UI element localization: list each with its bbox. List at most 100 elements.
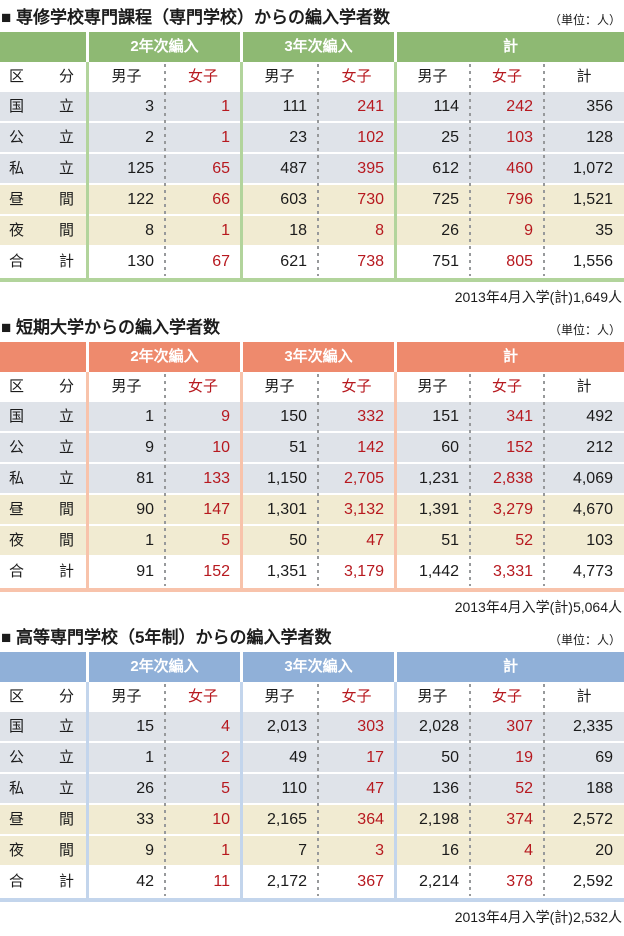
value-cell: 9 — [524, 222, 533, 239]
table-row-private: 私 立 26 5 110 47 136 52 188 — [0, 774, 624, 803]
group-divider-line — [394, 62, 397, 282]
value-cell: 2,214 — [418, 873, 459, 890]
group-header-row: 2年次編入 3年次編入 計 — [0, 652, 624, 682]
table-block-senmon-gakko: ■ 専修学校専門課程（専門学校）からの編入学者数 （単位：人） 2年次編入 3年… — [0, 6, 624, 314]
value-cell: 1,150 — [266, 470, 307, 487]
column-header-male: 男子 — [417, 378, 448, 395]
value-cell: 3,331 — [492, 563, 533, 580]
group-divider-line — [394, 372, 397, 592]
data-table: 2年次編入 3年次編入 計 区 分 男子 女子 男子 女子 男子 女子 計 国 … — [0, 342, 624, 592]
value-cell: 52 — [515, 780, 533, 797]
row-label: 私 立 — [9, 470, 74, 487]
category-header-block — [0, 652, 86, 682]
column-dashed-divider — [164, 374, 166, 586]
value-cell: 2,172 — [266, 873, 307, 890]
value-cell: 15 — [136, 718, 154, 735]
table-row-national: 国 立 15 4 2,013 303 2,028 307 2,335 — [0, 712, 624, 741]
value-cell: 3,179 — [343, 563, 384, 580]
value-cell: 303 — [357, 718, 384, 735]
column-dashed-divider — [317, 684, 319, 896]
column-header-category: 区 分 — [9, 68, 74, 85]
value-cell: 1,442 — [418, 563, 459, 580]
table-block-kosen: ■ 高等専門学校（5年制）からの編入学者数 （単位：人） 2年次編入 3年次編入… — [0, 626, 624, 934]
value-cell: 26 — [441, 222, 459, 239]
group-divider-line — [394, 682, 397, 902]
value-cell: 9 — [221, 408, 230, 425]
value-cell: 17 — [366, 749, 384, 766]
data-table: 2年次編入 3年次編入 計 区 分 男子 女子 男子 女子 男子 女子 計 国 … — [0, 652, 624, 902]
column-header-row: 区 分 男子 女子 男子 女子 男子 女子 計 — [0, 374, 624, 400]
table-row-daytime: 昼 間 90 147 1,301 3,132 1,391 3,279 4,670 — [0, 495, 624, 524]
table-note: 2013年4月入学(計)5,064人 — [454, 599, 622, 615]
value-cell: 19 — [515, 749, 533, 766]
column-header-female: 女子 — [187, 688, 218, 705]
value-cell: 49 — [289, 749, 307, 766]
value-cell: 738 — [357, 253, 384, 270]
row-label: 公 立 — [9, 749, 74, 766]
value-cell: 1 — [221, 222, 230, 239]
value-cell: 67 — [212, 253, 230, 270]
value-cell: 10 — [212, 439, 230, 456]
category-header-block — [0, 32, 86, 62]
value-cell: 69 — [595, 749, 613, 766]
value-cell: 341 — [506, 408, 533, 425]
value-cell: 612 — [432, 160, 459, 177]
column-dashed-divider — [543, 684, 545, 896]
value-cell: 50 — [441, 749, 459, 766]
title-bullet-icon: ■ — [1, 8, 12, 27]
group-header-total: 計 — [397, 342, 624, 372]
column-header-total: 計 — [576, 378, 592, 395]
value-cell: 25 — [441, 129, 459, 146]
value-cell: 1 — [221, 129, 230, 146]
value-cell: 90 — [136, 501, 154, 518]
value-cell: 3 — [375, 842, 384, 859]
column-header-category: 区 分 — [9, 688, 74, 705]
value-cell: 91 — [136, 563, 154, 580]
row-label: 夜 間 — [9, 842, 74, 859]
value-cell: 111 — [282, 98, 307, 115]
value-cell: 364 — [357, 811, 384, 828]
value-cell: 621 — [280, 253, 307, 270]
column-header-male: 男子 — [264, 68, 295, 85]
value-cell: 4 — [221, 718, 230, 735]
title-row: ■ 専修学校専門課程（専門学校）からの編入学者数 （単位：人） — [0, 6, 624, 32]
value-cell: 9 — [145, 439, 154, 456]
value-cell: 11 — [213, 873, 230, 890]
value-cell: 114 — [433, 98, 459, 115]
value-cell: 23 — [289, 129, 307, 146]
value-cell: 51 — [441, 532, 459, 549]
column-dashed-divider — [317, 64, 319, 276]
value-cell: 151 — [432, 408, 459, 425]
column-header-category: 区 分 — [9, 378, 74, 395]
value-cell: 2 — [145, 129, 154, 146]
row-label: 合 計 — [9, 253, 74, 270]
column-header-female: 女子 — [187, 68, 218, 85]
row-label: 公 立 — [9, 129, 74, 146]
value-cell: 1,231 — [418, 470, 459, 487]
category-header-block — [0, 342, 86, 372]
group-header-3rd-year: 3年次編入 — [243, 342, 394, 372]
table-row-public: 公 立 9 10 51 142 60 152 212 — [0, 433, 624, 462]
row-label: 私 立 — [9, 780, 74, 797]
value-cell: 110 — [281, 780, 307, 797]
table-title: 専修学校専門課程（専門学校）からの編入学者数 — [16, 8, 391, 27]
table-bottom-border — [0, 278, 624, 282]
column-header-female: 女子 — [341, 68, 372, 85]
table-row-daytime: 昼 間 122 66 603 730 725 796 1,521 — [0, 185, 624, 214]
value-cell: 1,556 — [572, 253, 613, 270]
value-cell: 4,773 — [572, 563, 613, 580]
value-cell: 142 — [357, 439, 384, 456]
table-block-tanki-daigaku: ■ 短期大学からの編入学者数 （単位：人） 2年次編入 3年次編入 計 区 分 … — [0, 316, 624, 624]
value-cell: 1,391 — [418, 501, 459, 518]
group-header-total: 計 — [397, 652, 624, 682]
column-header-male: 男子 — [111, 378, 142, 395]
value-cell: 2,013 — [266, 718, 307, 735]
value-cell: 4,670 — [572, 501, 613, 518]
value-cell: 4,069 — [572, 470, 613, 487]
table-bottom-border — [0, 588, 624, 592]
value-cell: 20 — [595, 842, 613, 859]
value-cell: 122 — [127, 191, 154, 208]
value-cell: 2 — [221, 749, 230, 766]
group-header-row: 2年次編入 3年次編入 計 — [0, 342, 624, 372]
value-cell: 42 — [136, 873, 154, 890]
